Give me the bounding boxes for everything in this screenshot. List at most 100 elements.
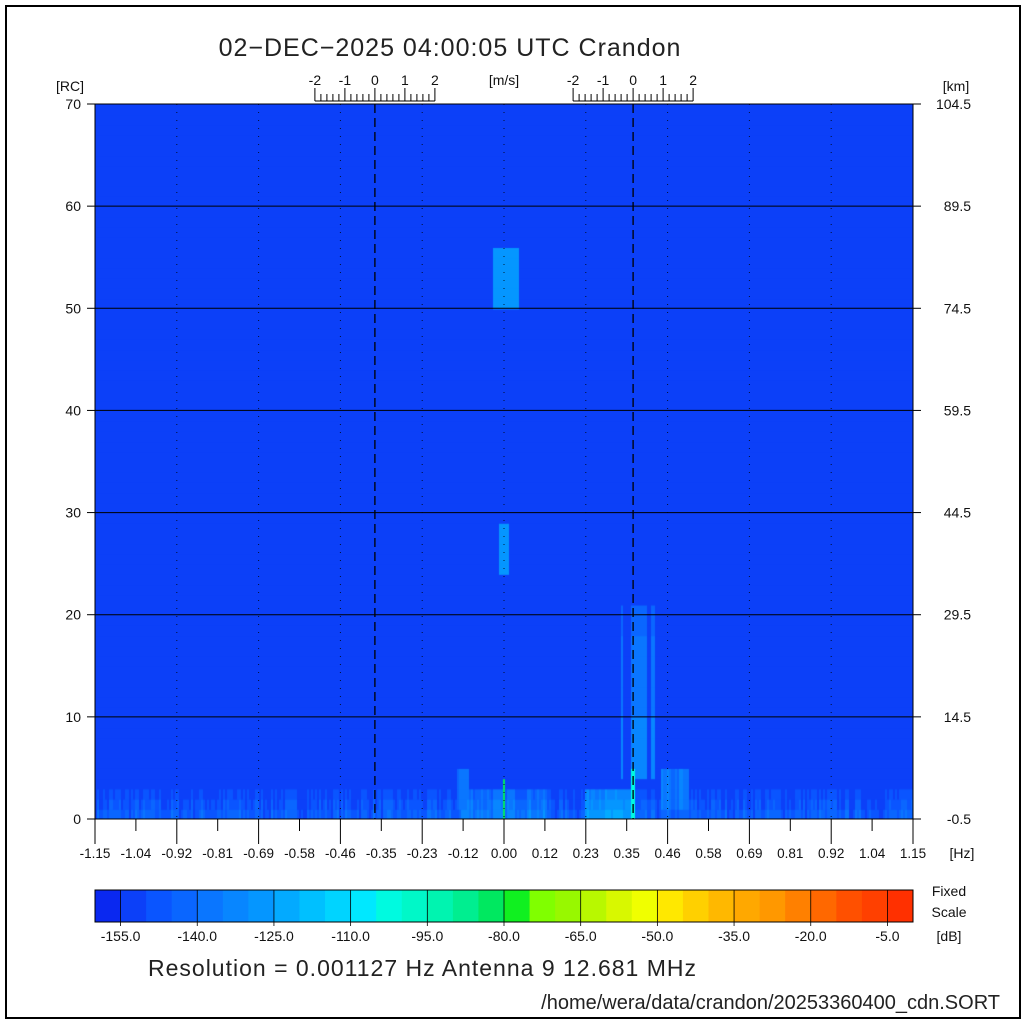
x-tick-label: -1.15 bbox=[80, 846, 111, 861]
colorbar-cell bbox=[504, 890, 531, 922]
colorbar-cell bbox=[606, 890, 633, 922]
plot-area-border bbox=[94, 103, 914, 820]
colorbar-unit: [dB] bbox=[937, 928, 962, 944]
x-tick-label: -0.69 bbox=[243, 846, 274, 861]
velocity-tick-label: 2 bbox=[431, 72, 439, 88]
velocity-tick-label: -1 bbox=[597, 72, 610, 88]
colorbar-cell bbox=[171, 890, 198, 922]
colorbar-cell bbox=[734, 890, 761, 922]
colorbar-cell bbox=[657, 890, 684, 922]
y-tick-label-right: 104.5 bbox=[936, 96, 971, 112]
colorbar-mode-fixed: Fixed bbox=[932, 883, 966, 899]
y-tick-label-right: 74.5 bbox=[944, 300, 971, 316]
velocity-tick-label: -1 bbox=[339, 72, 352, 88]
x-tick-label: 0.69 bbox=[736, 846, 762, 861]
x-tick-label: 0.35 bbox=[614, 846, 640, 861]
x-tick-label: 0.23 bbox=[573, 846, 599, 861]
x-tick-label: -0.46 bbox=[325, 846, 356, 861]
chart-title: 02−DEC−2025 04:00:05 UTC Crandon bbox=[218, 34, 682, 62]
colorbar-cell bbox=[785, 890, 812, 922]
velocity-tick-label: 1 bbox=[659, 72, 667, 88]
x-tick-label: 0.81 bbox=[777, 846, 803, 861]
colorbar-label: -20.0 bbox=[795, 928, 827, 944]
y-axis-label-right: [km] bbox=[943, 78, 969, 94]
colorbar-cell bbox=[759, 890, 786, 922]
x-tick-label: -0.23 bbox=[407, 846, 438, 861]
colorbar-label: -125.0 bbox=[254, 928, 294, 944]
x-tick-label: 0.12 bbox=[532, 846, 558, 861]
colorbar-cell bbox=[452, 890, 479, 922]
y-tick-label-right: 59.5 bbox=[944, 402, 971, 418]
y-tick-label-right: -0.5 bbox=[947, 811, 971, 827]
colorbar-cell bbox=[580, 890, 607, 922]
y-tick-label-left: 20 bbox=[65, 607, 81, 623]
colorbar-cell bbox=[861, 890, 888, 922]
x-tick-label: -0.58 bbox=[284, 846, 315, 861]
x-tick-label: -0.81 bbox=[202, 846, 233, 861]
colorbar-label: -65.0 bbox=[565, 928, 597, 944]
x-tick-label: 0.00 bbox=[491, 846, 517, 861]
x-tick-label: 0.46 bbox=[654, 846, 680, 861]
colorbar-mode-scale: Scale bbox=[931, 904, 966, 920]
x-tick-label: -0.92 bbox=[161, 846, 192, 861]
colorbar-cell bbox=[555, 890, 582, 922]
velocity-tick-label: -2 bbox=[309, 72, 322, 88]
velocity-tick-label: 0 bbox=[371, 72, 379, 88]
velocity-tick-label: -2 bbox=[567, 72, 580, 88]
colorbar-cell bbox=[376, 890, 403, 922]
colorbar-label: -155.0 bbox=[101, 928, 141, 944]
colorbar-cell bbox=[325, 890, 352, 922]
colorbar-cell bbox=[273, 890, 300, 922]
colorbar-cell bbox=[810, 890, 837, 922]
x-tick-label: 0.58 bbox=[695, 846, 721, 861]
colorbar-cell bbox=[401, 890, 428, 922]
colorbar-cell bbox=[529, 890, 556, 922]
colorbar-cell bbox=[350, 890, 377, 922]
colorbar-label: -5.0 bbox=[875, 928, 899, 944]
colorbar-cell bbox=[708, 890, 735, 922]
y-tick-label-left: 70 bbox=[65, 96, 81, 112]
colorbar-label: -80.0 bbox=[488, 928, 520, 944]
x-tick-label: -0.12 bbox=[448, 846, 479, 861]
y-tick-label-right: 29.5 bbox=[944, 607, 971, 623]
y-tick-label-right: 14.5 bbox=[944, 709, 971, 725]
resolution-info: Resolution = 0.001127 Hz Antenna 9 12.68… bbox=[148, 955, 698, 981]
colorbar-cell bbox=[887, 890, 914, 922]
y-tick-label-left: 10 bbox=[65, 709, 81, 725]
x-tick-label: 1.15 bbox=[900, 846, 926, 861]
colorbar-cell bbox=[120, 890, 147, 922]
y-tick-label-left: 0 bbox=[73, 811, 81, 827]
x-tick-label: -0.35 bbox=[366, 846, 397, 861]
colorbar-cell bbox=[631, 890, 658, 922]
y-tick-label-left: 60 bbox=[65, 198, 81, 214]
colorbar-cell bbox=[197, 890, 224, 922]
x-axis-label: [Hz] bbox=[950, 845, 975, 861]
y-axis-label-left: [RC] bbox=[56, 78, 84, 94]
colorbar-cell bbox=[682, 890, 709, 922]
colorbar-cell bbox=[222, 890, 249, 922]
y-tick-label-left: 30 bbox=[65, 505, 81, 521]
heatmap bbox=[95, 104, 913, 819]
colorbar-cell bbox=[146, 890, 173, 922]
plot-frame bbox=[5, 5, 1021, 1019]
file-path: /home/wera/data/crandon/20253360400_cdn.… bbox=[541, 992, 1000, 1014]
colorbar-label: -50.0 bbox=[641, 928, 673, 944]
x-tick-label: 0.92 bbox=[818, 846, 844, 861]
colorbar-cell bbox=[248, 890, 275, 922]
colorbar-label: -140.0 bbox=[177, 928, 217, 944]
velocity-tick-label: 0 bbox=[629, 72, 637, 88]
velocity-tick-label: 2 bbox=[689, 72, 697, 88]
x-tick-label: -1.04 bbox=[121, 846, 152, 861]
y-tick-label-left: 40 bbox=[65, 402, 81, 418]
y-tick-label-right: 89.5 bbox=[944, 198, 971, 214]
colorbar-cell bbox=[95, 890, 122, 922]
colorbar-label: -110.0 bbox=[331, 928, 370, 944]
colorbar-cell bbox=[299, 890, 326, 922]
colorbar-label: -35.0 bbox=[718, 928, 750, 944]
colorbar-cell bbox=[478, 890, 505, 922]
colorbar-label: -95.0 bbox=[411, 928, 443, 944]
y-tick-label-left: 50 bbox=[65, 300, 81, 316]
velocity-unit-label: [m/s] bbox=[489, 72, 519, 88]
x-tick-label: 1.04 bbox=[859, 846, 886, 861]
